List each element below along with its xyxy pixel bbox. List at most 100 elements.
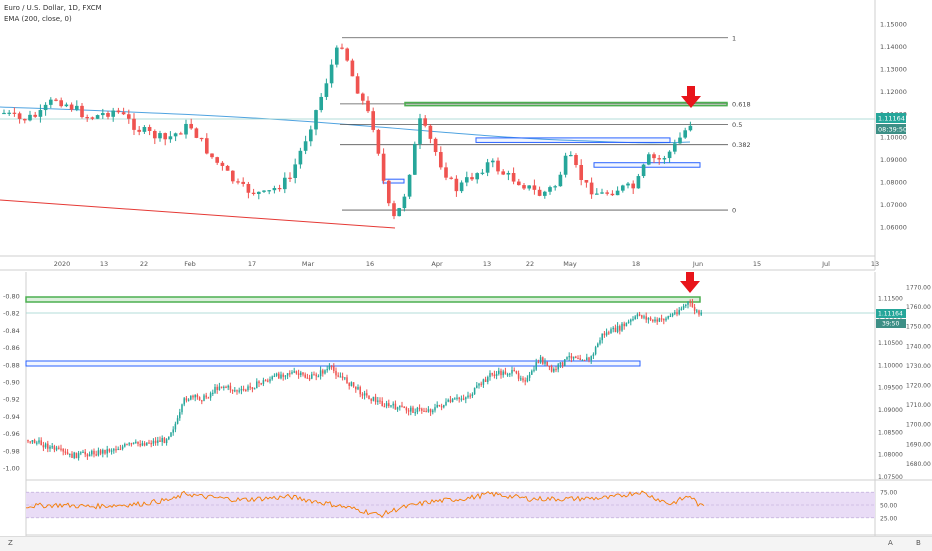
top-candle-body <box>163 133 168 140</box>
price-tick-label: 1.11500 <box>878 296 903 303</box>
bottom-candle-body <box>495 373 498 376</box>
bottom-candle-body <box>289 373 291 375</box>
bottom-candle-body <box>467 395 469 398</box>
top-candle-body <box>438 152 443 168</box>
bottom-candle-body <box>192 395 194 398</box>
price-tick-label: 1.07500 <box>878 474 903 481</box>
bottom-candle-body <box>645 316 647 320</box>
resistance-zone <box>25 296 701 303</box>
bottom-candle-body <box>223 386 225 389</box>
top-candle-body <box>470 177 474 180</box>
bottom-candle-body <box>333 366 335 371</box>
bottom-candle-body <box>143 443 146 446</box>
price-tick-label: 1.09000 <box>880 156 907 164</box>
bottom-candle-body <box>238 390 240 392</box>
bottom-candle-body <box>473 387 476 395</box>
top-candle-body <box>522 185 526 189</box>
zoom-button[interactable]: Z <box>8 539 13 547</box>
bottom-candle-body <box>280 374 282 379</box>
top-candle-body <box>386 180 391 204</box>
bottom-candle-body <box>465 397 467 400</box>
top-candle-body <box>418 118 422 144</box>
bottom-candle-body <box>269 379 271 382</box>
top-candle-body <box>579 165 584 180</box>
bottom-candle-body <box>682 305 685 309</box>
bottom-candle-body <box>513 369 515 372</box>
time-tick-label: 16 <box>366 260 374 268</box>
top-candle-body <box>553 186 558 188</box>
top-candle-body <box>334 47 339 65</box>
bottom-candle-body <box>687 301 689 305</box>
bottom-candle-body <box>311 374 313 379</box>
bottom-candle-body <box>678 310 680 315</box>
bottom-candle-body <box>304 374 306 378</box>
bottom-candle-body <box>652 319 654 322</box>
time-tick-label: Mar <box>302 260 315 268</box>
top-candle-body <box>558 174 563 187</box>
bottom-candle-body <box>93 450 95 455</box>
top-candle-body <box>137 129 142 132</box>
bottom-candle-body <box>216 386 218 391</box>
top-candle-body <box>548 187 552 192</box>
log-scale-button[interactable]: B <box>916 539 921 547</box>
time-tick-label: May <box>563 260 577 268</box>
bottom-candle-body <box>660 318 663 320</box>
top-candle-body <box>360 93 365 101</box>
top-candle-body <box>485 162 490 173</box>
bottom-candle-body <box>504 371 507 375</box>
bottom-candle-body <box>665 318 667 321</box>
bottom-candle-body <box>685 304 687 307</box>
left-tick-label: -0.88 <box>3 361 20 369</box>
bottom-candle-body <box>71 453 73 458</box>
bottom-candle-body <box>161 437 163 442</box>
bottom-candle-body <box>174 423 177 430</box>
price-tick-label: 1.10000 <box>878 362 903 369</box>
bottom-candle-body <box>500 370 502 376</box>
bottom-candle-body <box>471 394 474 397</box>
bottom-candle-body <box>64 451 67 453</box>
bottom-candle-body <box>403 406 405 409</box>
bottom-candle-body <box>674 312 676 314</box>
auto-scale-button[interactable]: A <box>888 539 893 547</box>
bottom-candle-body <box>97 450 100 456</box>
bottom-candle-body <box>315 374 317 377</box>
bottom-candle-body <box>632 319 634 321</box>
top-candle-body <box>646 154 651 165</box>
bottom-candle-body <box>462 398 465 400</box>
top-candle-body <box>116 110 121 113</box>
bottom-candle-body <box>275 373 278 376</box>
top-candle-body <box>236 181 240 183</box>
bottom-candle-body <box>372 396 375 401</box>
bottom-candle-body <box>456 397 458 399</box>
top-candle-body <box>12 112 17 114</box>
bottom-candle-body <box>421 408 423 411</box>
top-candle-body <box>329 64 334 84</box>
rsi-tick-label: 25.00 <box>880 515 897 522</box>
bottom-candle-body <box>38 440 40 443</box>
bottom-candle-body <box>621 323 623 331</box>
time-tick-label: 17 <box>248 260 256 268</box>
top-candle-body <box>168 136 173 140</box>
top-candle-body <box>225 165 230 171</box>
bottom-candle-body <box>99 450 102 454</box>
price-tick-label: 1.10500 <box>878 340 903 347</box>
bottom-candle-body <box>671 313 674 316</box>
bottom-candle-body <box>649 317 652 320</box>
bottom-candle-body <box>432 410 434 413</box>
countdown-text: 39:50 <box>882 321 899 328</box>
top-candle-body <box>189 123 194 129</box>
bottom-candle-body <box>405 407 408 411</box>
bottom-candle-body <box>185 398 188 401</box>
bottom-candle-body <box>115 449 117 451</box>
bottom-candle-body <box>326 368 328 371</box>
bottom-candle-body <box>128 443 130 445</box>
secondary-tick-label: 1770.00 <box>906 285 931 292</box>
bottom-candle-body <box>434 407 436 411</box>
secondary-tick-label: 1700.00 <box>906 422 931 429</box>
fib-level-label: 0.618 <box>732 100 751 108</box>
price-tick-label: 1.06000 <box>880 224 907 232</box>
bottom-candle-body <box>106 449 108 454</box>
bottom-candle-body <box>236 390 238 392</box>
bottom-candle-body <box>460 398 463 400</box>
bottom-candle-body <box>583 359 586 362</box>
